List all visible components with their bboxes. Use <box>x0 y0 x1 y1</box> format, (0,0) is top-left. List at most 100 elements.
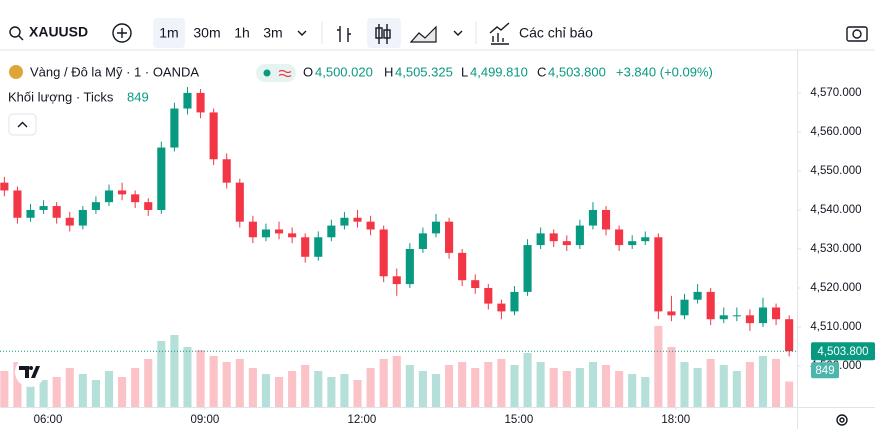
ohlc-label: L <box>461 64 468 79</box>
snapshot-button[interactable] <box>846 26 868 42</box>
candle-body <box>91 202 100 210</box>
candle-body <box>431 221 441 234</box>
ohlc-value: 4,499.810 <box>470 64 528 79</box>
candle-body <box>418 233 427 249</box>
ohlc-value: 4,503.800 <box>548 64 606 79</box>
candle-body <box>392 276 401 285</box>
volume-bar <box>78 374 87 407</box>
candle-body <box>118 190 127 195</box>
data-status-icon <box>278 69 292 78</box>
candle-style-icon <box>383 29 391 39</box>
market-status[interactable] <box>256 64 296 82</box>
candle-body <box>196 92 205 113</box>
bar-style-icon[interactable] <box>337 26 351 42</box>
candle-body <box>78 209 87 226</box>
volume-bar <box>340 374 349 407</box>
candle-body <box>654 237 663 312</box>
candle-style-icon <box>375 27 383 39</box>
volume-bar <box>471 368 480 407</box>
candle-body <box>274 229 284 234</box>
candle-body <box>471 280 480 288</box>
candle-body <box>301 237 310 257</box>
volume-bar <box>772 359 781 407</box>
x-tick-label: 15:00 <box>504 414 533 426</box>
volume-bar <box>392 356 401 407</box>
volume-bar <box>52 377 61 407</box>
candle-body <box>314 237 323 257</box>
volume-bar <box>222 362 231 407</box>
candle-body <box>366 221 375 230</box>
style-dropdown[interactable] <box>453 30 463 36</box>
candle-body <box>706 291 715 320</box>
compare-button[interactable] <box>112 23 132 43</box>
candle-body <box>693 291 702 300</box>
volume-bar <box>274 377 284 407</box>
last-price-label: 4,503.800 <box>817 346 868 358</box>
volume-title: Khối lượng · Ticks <box>8 89 114 104</box>
volume-bar <box>314 371 323 407</box>
candle-body <box>758 307 768 324</box>
volume-bar <box>484 362 493 407</box>
candle-body <box>0 182 9 191</box>
area-style-icon[interactable] <box>409 25 437 43</box>
volume-bar <box>26 374 35 407</box>
candle-body <box>745 315 754 324</box>
candle-body <box>353 217 362 222</box>
candle-body <box>615 229 624 246</box>
candle-body <box>601 209 611 230</box>
legend: Vàng / Đô la Mỹ · 1 · OANDA O 4,500.020 … <box>8 64 713 136</box>
symbol[interactable]: XAUUSD <box>29 24 88 40</box>
volume-bar <box>144 359 153 407</box>
candle-body <box>549 233 558 242</box>
volume-bar <box>183 347 192 407</box>
collapse-button[interactable] <box>8 113 37 136</box>
interval[interactable]: 30m <box>193 25 220 41</box>
volume-bar <box>13 362 22 407</box>
volume-bar <box>536 362 545 407</box>
symbol-logo <box>9 65 23 79</box>
candle-body <box>458 252 467 281</box>
volume-bar <box>732 371 741 407</box>
volume-bar <box>301 365 310 407</box>
candle-body <box>510 291 519 312</box>
volume-bar <box>104 371 114 407</box>
candle-body <box>327 225 336 238</box>
candle-body <box>405 248 414 285</box>
candle-body <box>222 159 231 183</box>
volume-bar <box>118 377 127 407</box>
y-tick-label: 4,530.000 <box>810 243 861 255</box>
candle-body <box>772 307 781 320</box>
interval[interactable]: 1h <box>234 25 250 41</box>
interval[interactable]: 1m <box>159 25 178 41</box>
interval[interactable]: 3m <box>263 25 282 41</box>
symbol-search[interactable]: XAUUSD <box>9 24 88 41</box>
candle-body <box>157 147 166 210</box>
series-title: Vàng / Đô la Mỹ · 1 · OANDA <box>30 64 199 79</box>
volume-bar <box>628 374 637 407</box>
search-icon <box>18 35 24 41</box>
y-tick-label: 4,520.000 <box>810 282 861 294</box>
x-tick-label: 06:00 <box>34 414 63 426</box>
ohlc-label: C <box>537 64 546 79</box>
indicators-button[interactable]: Các chỉ báo <box>519 25 593 41</box>
ohlc-label: O <box>303 64 313 79</box>
volume-bar <box>248 368 257 407</box>
volume-bar <box>379 359 388 407</box>
settings-button[interactable] <box>836 414 848 426</box>
volume-bar <box>523 353 532 407</box>
x-tick-label: 09:00 <box>191 414 220 426</box>
volume-bar <box>641 377 650 407</box>
volume-bar <box>588 362 598 407</box>
indicators-icon[interactable] <box>489 22 510 45</box>
candle-body <box>261 229 271 238</box>
candle-body <box>65 217 74 226</box>
candle-body <box>104 190 114 203</box>
volume-bar <box>157 341 166 407</box>
candle-body <box>39 206 48 210</box>
candle-body <box>340 217 349 226</box>
candle-body <box>445 221 454 253</box>
volume-label: 849 <box>815 365 834 377</box>
interval-dropdown[interactable] <box>297 30 307 36</box>
